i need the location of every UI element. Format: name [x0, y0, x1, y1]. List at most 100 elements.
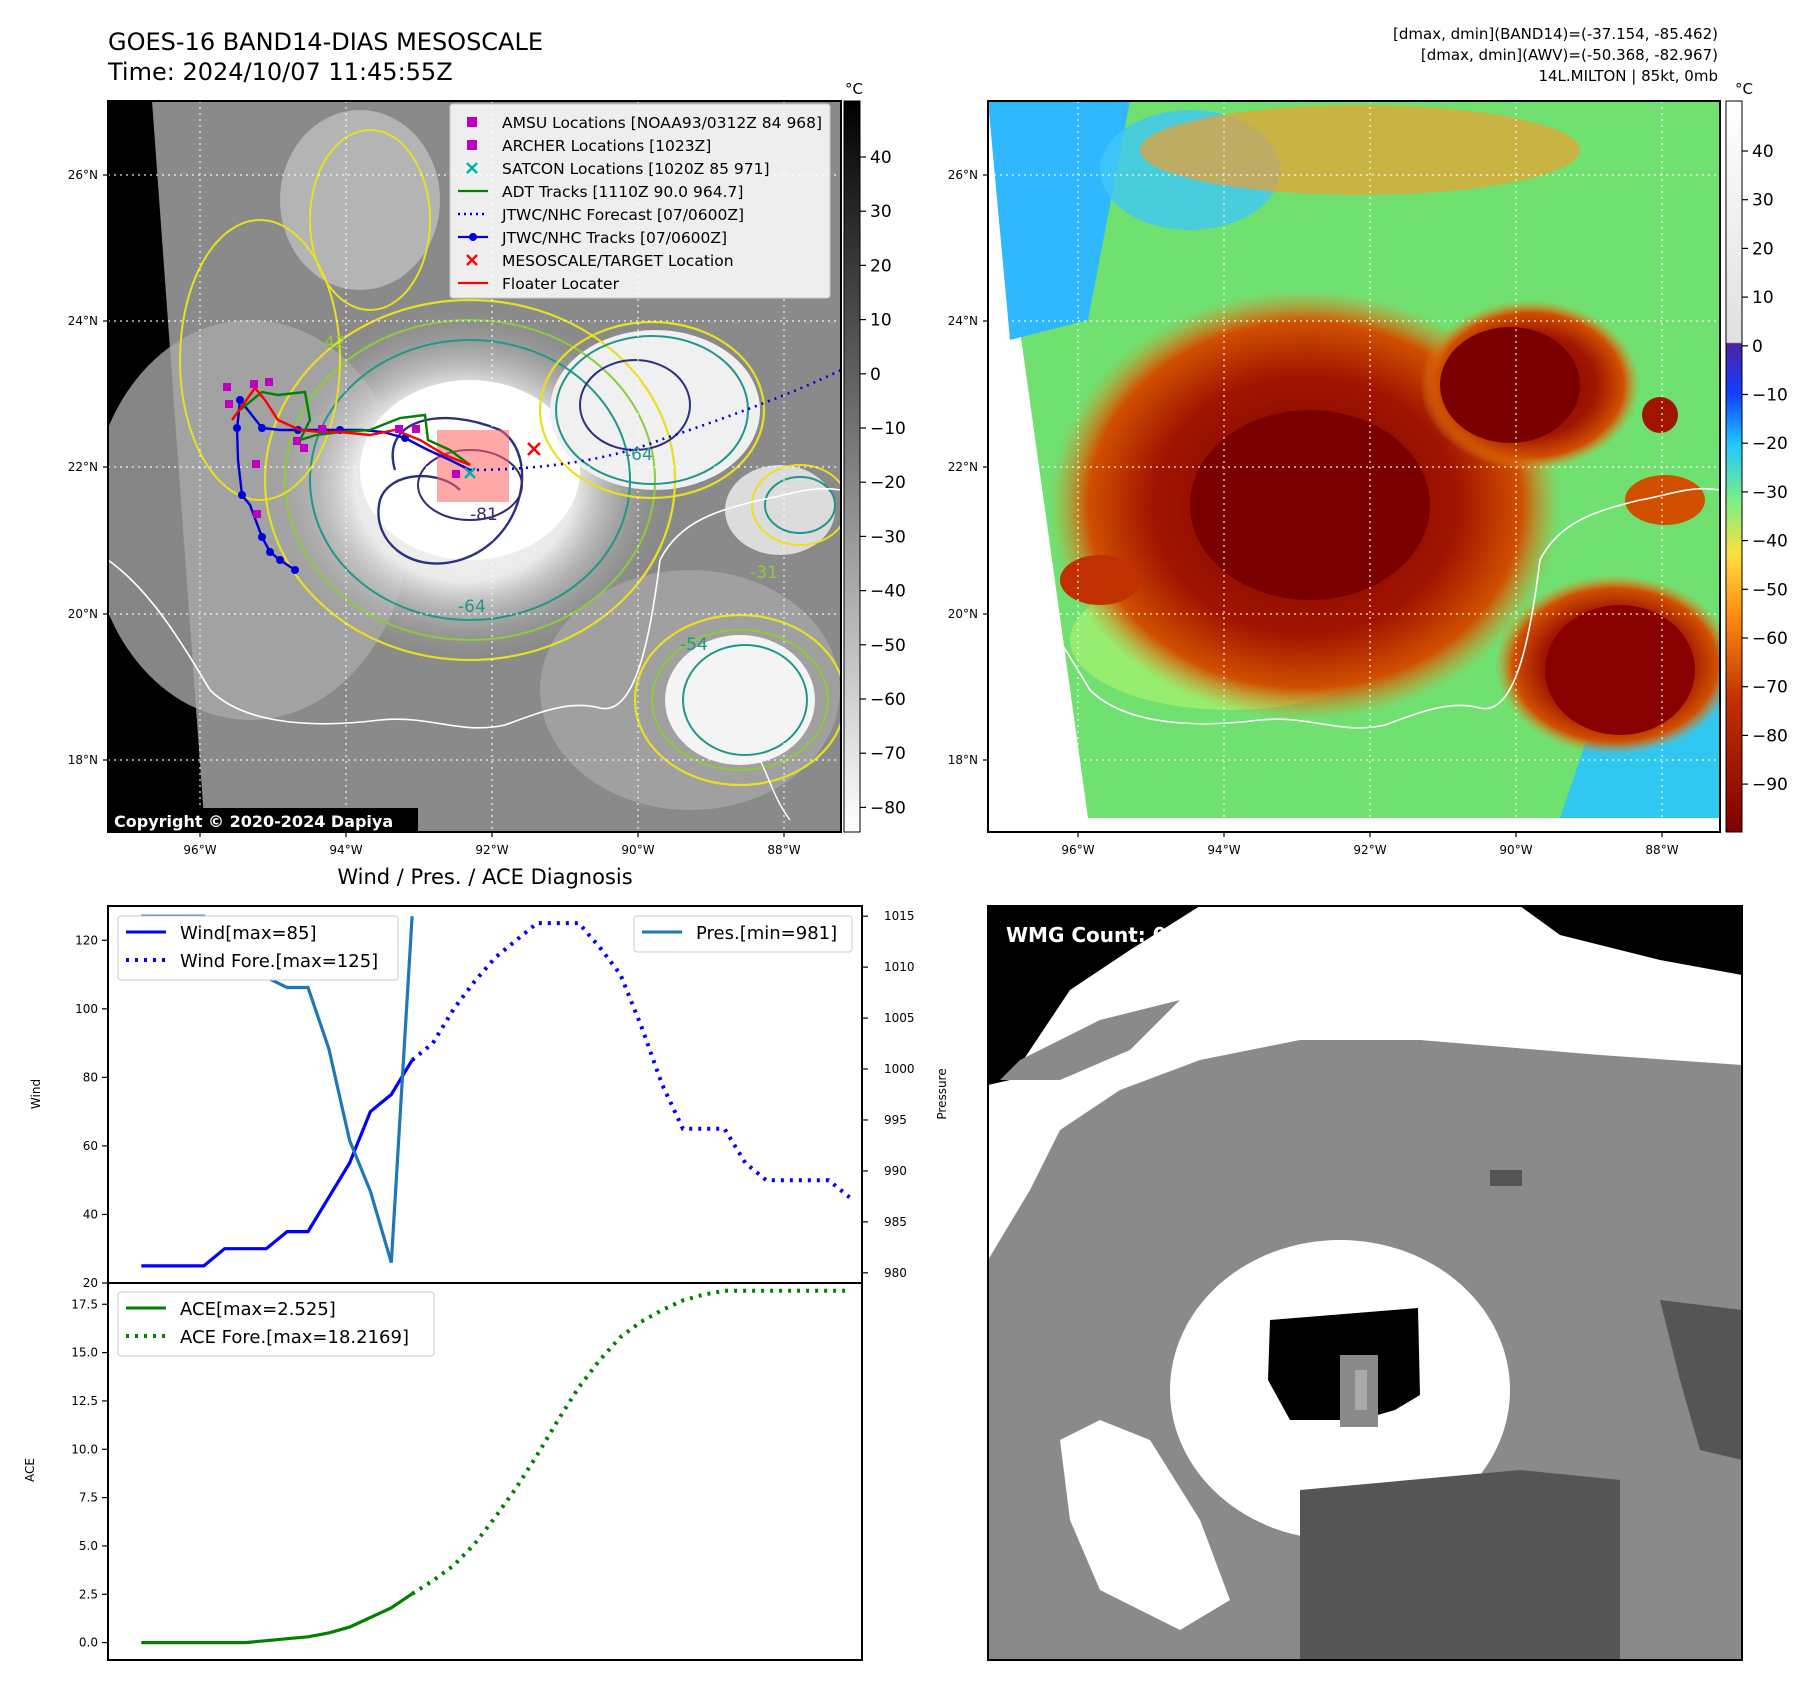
colorbar-tick-label: −80 [1752, 726, 1788, 746]
y-tick-label: 7.5 [79, 1491, 98, 1505]
colorbar-tick-label: −40 [1752, 532, 1788, 552]
mesoscale-target-box [437, 430, 509, 502]
colorbar-tick-label: 20 [1752, 239, 1774, 259]
wmg-panel [988, 906, 1742, 1660]
y-tick-label: 5.0 [79, 1539, 98, 1553]
awv-map [988, 101, 1720, 832]
wind-forecast-legend-label: Wind Fore.[max=125] [180, 951, 378, 972]
legend-label: MESOSCALE/TARGET Location [502, 252, 734, 270]
lat-tick-label: 18°N [948, 753, 978, 767]
legend-marker [466, 162, 478, 174]
series-line [141, 1059, 414, 1268]
band14-colorbar [843, 100, 861, 833]
colorbar-tick-label: −60 [1752, 629, 1788, 649]
adt-track [239, 390, 471, 466]
y2-tick-label: 1005 [884, 1011, 915, 1025]
legend-label: ARCHER Locations [1023Z] [502, 137, 711, 155]
legend-marker [466, 254, 478, 266]
colorbar-tick-label: 20 [870, 256, 892, 276]
y-tick-label: 80 [83, 1070, 98, 1084]
wind-legend: Wind[max=85] Wind Fore.[max=125] [117, 915, 399, 981]
contour-label: -42 [318, 333, 346, 353]
lat-tick-label: 20°N [68, 607, 98, 621]
legend-label: SATCON Locations [1020Z 85 971] [502, 160, 770, 178]
colorbar-tick-label: 30 [870, 202, 892, 222]
legend-label: JTWC/NHC Tracks [07/0600Z] [501, 229, 727, 247]
colorbar-tick-label: −50 [1752, 580, 1788, 600]
lon-tick-label: 88°W [767, 843, 800, 857]
awv-colorbar [1725, 100, 1743, 833]
y2-tick-label: 995 [884, 1113, 907, 1127]
colorbar-tick-label: −60 [870, 690, 906, 710]
contour-label: -64 [458, 597, 486, 617]
lat-tick-label: 18°N [68, 753, 98, 767]
colorbar-tick-label: 0 [870, 365, 881, 385]
colorbar-tick-label: −50 [870, 636, 906, 656]
y-tick-label: 2.5 [79, 1587, 98, 1601]
lat-tick-label: 20°N [948, 607, 978, 621]
mesoscale-target-marker [527, 442, 541, 456]
colorbar-tick-label: 30 [1752, 191, 1774, 211]
colorbar-tick-label: −70 [1752, 678, 1788, 698]
y-tick-label: 20 [83, 1276, 98, 1290]
colorbar-tick-label: −20 [1752, 434, 1788, 454]
y-tick-label: 15.0 [71, 1346, 98, 1360]
series-line [410, 921, 851, 1199]
wind-legend-label: Wind[max=85] [180, 923, 317, 944]
legend-label: AMSU Locations [NOAA93/0312Z 84 968] [502, 114, 822, 132]
lat-tick-label: 22°N [68, 460, 98, 474]
colorbar-tick-label: −80 [870, 798, 906, 818]
legend-marker-dot [469, 233, 477, 241]
copyright-label: Copyright © 2020-2024 Dapiya [114, 812, 393, 831]
lon-tick-label: 96°W [183, 843, 216, 857]
y-tick-label: 120 [75, 933, 98, 947]
pressure-legend-label: Pres.[min=981] [696, 923, 837, 944]
wind-axis-label: Wind [29, 1079, 43, 1109]
y-tick-label: 0.0 [79, 1636, 98, 1650]
lon-tick-label: 90°W [1499, 843, 1532, 857]
colorbar-tick-label: −30 [870, 527, 906, 547]
map-legend: AMSU Locations [NOAA93/0312Z 84 968] ARCH… [449, 103, 831, 299]
colorbar-tick-label: −90 [1752, 775, 1788, 795]
wmg-frame [987, 905, 1743, 1661]
y-tick-label: 40 [83, 1207, 98, 1221]
y2-tick-label: 980 [884, 1266, 907, 1280]
y2-tick-label: 985 [884, 1215, 907, 1229]
lat-tick-label: 26°N [68, 168, 98, 182]
ace-axis-label: ACE [23, 1458, 37, 1482]
figure-time: Time: 2024/10/07 11:45:55Z [107, 58, 453, 86]
legend-label: ADT Tracks [1110Z 90.0 964.7] [502, 183, 743, 201]
legend-label: JTWC/NHC Forecast [07/0600Z] [501, 206, 744, 224]
wmg-count-label: WMG Count: 0 [1006, 923, 1167, 947]
colorbar-tick-label: −10 [1752, 386, 1788, 406]
lat-tick-label: 22°N [948, 460, 978, 474]
awv-colorbar-unit: °C [1735, 80, 1753, 98]
pressure-legend: Pres.[min=981] [633, 915, 853, 953]
y2-tick-label: 990 [884, 1164, 907, 1178]
ace-legend: ACE[max=2.525] ACE Fore.[max=18.2169] [117, 1291, 435, 1357]
storm-info: 14L.MILTON | 85kt, 0mb [1538, 67, 1718, 85]
y-tick-label: 10.0 [71, 1442, 98, 1456]
y-tick-label: 100 [75, 1002, 98, 1016]
lon-tick-label: 96°W [1061, 843, 1094, 857]
ace-legend-label: ACE[max=2.525] [180, 1299, 336, 1320]
colorbar-tick-label: 10 [870, 311, 892, 331]
y-tick-label: 17.5 [71, 1297, 98, 1311]
colorbar-tick-label: −20 [870, 473, 906, 493]
y2-tick-label: 1010 [884, 960, 915, 974]
ace-forecast-legend-label: ACE Fore.[max=18.2169] [180, 1327, 409, 1348]
colorbar-tick-label: −70 [870, 744, 906, 764]
lon-tick-label: 88°W [1645, 843, 1678, 857]
lat-tick-label: 26°N [948, 168, 978, 182]
jtwc-forecast-track [469, 368, 841, 472]
contour-label: -31 [750, 563, 778, 583]
y-tick-label: 60 [83, 1139, 98, 1153]
series-line [141, 1592, 413, 1645]
lon-tick-label: 92°W [475, 843, 508, 857]
y-tick-label: 12.5 [71, 1394, 98, 1408]
contour-label: -81 [470, 505, 498, 525]
diagnosis-chart-title: Wind / Pres. / ACE Diagnosis [337, 865, 632, 889]
pressure-axis-label: Pressure [935, 1068, 949, 1119]
lat-tick-label: 24°N [948, 314, 978, 328]
lon-tick-label: 90°W [621, 843, 654, 857]
